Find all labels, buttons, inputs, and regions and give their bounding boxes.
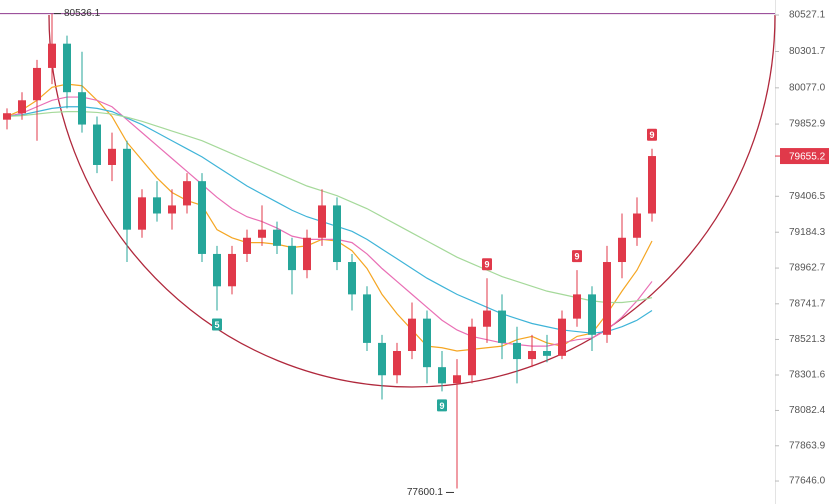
candle-body — [48, 43, 56, 68]
y-tick-label: 80527.1 — [789, 10, 826, 21]
signal-label: 9 — [649, 130, 654, 140]
y-tick-label: 78301.6 — [789, 370, 826, 381]
candle-body — [573, 294, 581, 319]
current-price-label: 79655.2 — [789, 152, 826, 163]
candle-body — [423, 318, 431, 368]
signal-label: 5 — [214, 320, 219, 330]
candle-body — [588, 294, 596, 335]
signal-box — [212, 318, 222, 331]
candle-body — [3, 113, 11, 120]
candle-body — [273, 229, 281, 246]
y-tick-label: 79852.9 — [789, 119, 826, 130]
candle-body — [18, 100, 26, 114]
signal-box — [437, 399, 447, 412]
y-tick-label: 77863.9 — [789, 440, 826, 451]
candle-body — [633, 213, 641, 238]
y-tick-label: 80077.0 — [789, 82, 826, 93]
signal-label: 9 — [574, 251, 579, 261]
candle-body — [603, 262, 611, 335]
candle-body — [333, 205, 341, 263]
candle-body — [213, 253, 221, 287]
moving-average — [6, 83, 653, 352]
candle-body — [243, 237, 251, 254]
arc-drawing — [48, 14, 776, 388]
candle-body — [348, 262, 356, 295]
candle-body — [528, 350, 536, 360]
high-annotation: 80536.1 — [64, 8, 101, 19]
current-price-box — [780, 148, 829, 165]
signal-box — [482, 258, 492, 271]
candle-body — [78, 92, 86, 125]
candle-body — [618, 237, 626, 263]
signal-label: 9 — [484, 260, 489, 270]
candle-body — [33, 67, 41, 101]
candle-body — [453, 375, 461, 384]
candle-body — [108, 148, 116, 165]
candle-body — [408, 318, 416, 351]
candle-body — [543, 350, 551, 356]
y-tick-label: 78962.7 — [789, 263, 826, 274]
y-tick-label: 78521.3 — [789, 334, 826, 345]
candle-body — [303, 237, 311, 271]
candle-body — [513, 342, 521, 360]
y-tick-label: 77646.0 — [789, 476, 826, 487]
candle-body — [318, 205, 326, 238]
candle-body — [498, 310, 506, 343]
signal-box — [572, 250, 582, 263]
candle-body — [123, 148, 131, 230]
low-annotation: 77600.1 — [407, 487, 444, 498]
y-tick-label: 78082.4 — [789, 405, 826, 416]
candle-body — [138, 197, 146, 230]
candle-body — [183, 181, 191, 206]
signal-label: 9 — [439, 401, 444, 411]
candle-body — [378, 342, 386, 376]
candle-body — [363, 294, 371, 343]
candle-body — [258, 229, 266, 238]
signal-box — [647, 128, 657, 141]
candle-body — [483, 310, 491, 327]
y-tick-label: 80301.7 — [789, 46, 826, 57]
y-tick-label: 79406.5 — [789, 191, 826, 202]
candle-body — [393, 350, 401, 376]
candle-body — [168, 205, 176, 214]
candle-body — [198, 181, 206, 254]
candle-body — [438, 367, 446, 384]
candle-body — [648, 156, 656, 214]
candle-body — [288, 245, 296, 271]
candle-body — [468, 326, 476, 376]
moving-average — [6, 96, 653, 347]
y-tick-label: 78741.7 — [789, 298, 826, 309]
candle-body — [63, 43, 71, 93]
candle-body — [228, 253, 236, 287]
moving-average — [6, 111, 653, 304]
candle-body — [93, 124, 101, 165]
moving-average — [6, 106, 653, 334]
candle-body — [558, 318, 566, 356]
y-tick-label: 79184.3 — [789, 227, 826, 238]
candle-body — [153, 197, 161, 214]
